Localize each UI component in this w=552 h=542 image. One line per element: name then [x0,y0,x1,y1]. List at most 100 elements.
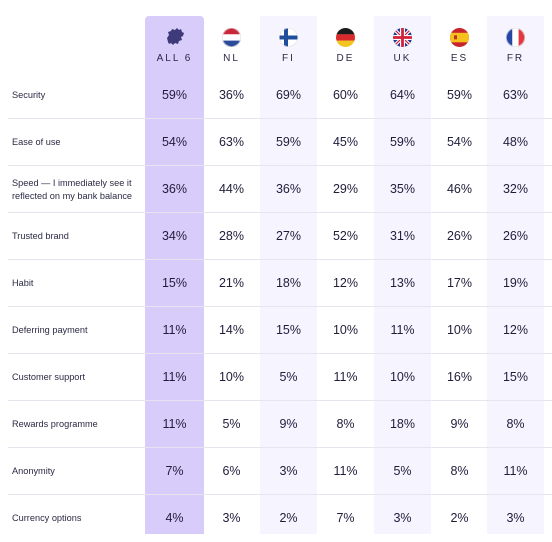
table-row: Security 59% 36% 69% 60% 64% 59% 63% [0,72,552,119]
column-code: ALL 6 [156,53,193,64]
data-cell: 2% [450,511,469,525]
germany-flag-icon [336,28,355,47]
table-row: Currency options 4% 3% 2% 7% 3% 2% 3% [0,495,552,542]
data-cell: 59% [161,88,188,102]
row-divider [8,212,552,213]
spain-flag-icon [450,28,469,47]
data-cell: 27% [275,229,302,243]
data-cell: 4% [165,511,184,525]
data-cell: 3% [393,511,412,525]
data-cell: 8% [450,464,469,478]
data-cell: 11% [333,464,358,478]
table-row: Trusted brand 34% 28% 27% 52% 31% 26% 26% [0,213,552,260]
column-header: ALL 6 [146,16,203,72]
data-cell: 36% [275,182,302,196]
data-cell: 9% [450,417,469,431]
data-cell: 11% [333,370,358,384]
row-label: Rewards programme [12,419,98,430]
data-cell: 34% [161,229,188,243]
uk-flag-icon [393,28,412,47]
data-cell: 59% [275,135,302,149]
data-cell: 7% [165,464,184,478]
data-cell: 16% [446,370,473,384]
data-cell: 9% [279,417,298,431]
table-row: Anonymity 7% 6% 3% 11% 5% 8% 11% [0,448,552,495]
column-code: NL [223,53,240,64]
data-cell: 36% [218,88,245,102]
data-cell: 59% [446,88,473,102]
data-cell: 60% [332,88,359,102]
data-cell: 13% [389,276,416,290]
row-divider [8,165,552,166]
row-label: Currency options [12,513,82,524]
row-label: Deferring payment [12,325,88,336]
data-cell: 69% [275,88,302,102]
data-cell: 11% [162,417,187,431]
row-divider [8,118,552,119]
data-cell: 12% [502,323,529,337]
column-code: DE [336,53,355,64]
table-row: Deferring payment 11% 14% 15% 10% 11% 10% 12% [0,307,552,354]
data-cell: 48% [502,135,529,149]
data-cell: 6% [222,464,241,478]
netherlands-flag-icon [222,28,241,47]
data-cell: 10% [218,370,245,384]
data-cell: 11% [162,323,187,337]
table-row: Speed — I immediately see it reflected o… [0,166,552,213]
data-cell: 18% [389,417,416,431]
data-cell: 21% [218,276,245,290]
data-cell: 2% [279,511,298,525]
data-cell: 28% [218,229,245,243]
column-header: FR [487,16,544,72]
row-divider [8,447,552,448]
row-divider [8,306,552,307]
column-header: FI [260,16,317,72]
column-code: FR [506,53,525,64]
data-cell: 45% [332,135,359,149]
france-flag-icon [506,28,525,47]
data-cell: 11% [390,323,415,337]
data-cell: 5% [222,417,241,431]
data-cell: 3% [506,511,525,525]
data-cell: 26% [502,229,529,243]
data-cell: 19% [502,276,529,290]
data-cell: 18% [275,276,302,290]
data-cell: 11% [162,370,187,384]
data-cell: 5% [393,464,412,478]
table-row: Rewards programme 11% 5% 9% 8% 18% 9% 8% [0,401,552,448]
table-row: Customer support 11% 10% 5% 11% 10% 16% 15% [0,354,552,401]
column-header: ES [431,16,488,72]
data-cell: 15% [502,370,529,384]
row-label: Ease of use [12,137,61,148]
data-cell: 11% [503,464,528,478]
data-cell: 12% [332,276,359,290]
data-cell: 10% [389,370,416,384]
row-divider [8,494,552,495]
data-cell: 35% [389,182,416,196]
row-divider [8,259,552,260]
row-label: Security [12,90,46,101]
data-cell: 14% [218,323,245,337]
europe-map-icon [164,27,186,47]
data-cell: 26% [446,229,473,243]
data-cell: 29% [332,182,359,196]
data-cell: 8% [506,417,525,431]
row-label: Customer support [12,372,86,383]
data-cell: 32% [502,182,529,196]
table-row: Ease of use 54% 63% 59% 45% 59% 54% 48% [0,119,552,166]
data-cell: 10% [332,323,359,337]
data-cell: 64% [389,88,416,102]
column-code: UK [393,53,412,64]
column-header: NL [203,16,260,72]
data-cell: 31% [389,229,416,243]
data-cell: 52% [332,229,359,243]
data-cell: 63% [218,135,245,149]
data-cell: 3% [279,464,298,478]
row-label: Habit [12,278,34,289]
row-divider [8,400,552,401]
row-label: Trusted brand [12,231,69,242]
column-code: ES [450,53,469,64]
table-row: Habit 15% 21% 18% 12% 13% 17% 19% [0,260,552,307]
data-cell: 44% [218,182,245,196]
